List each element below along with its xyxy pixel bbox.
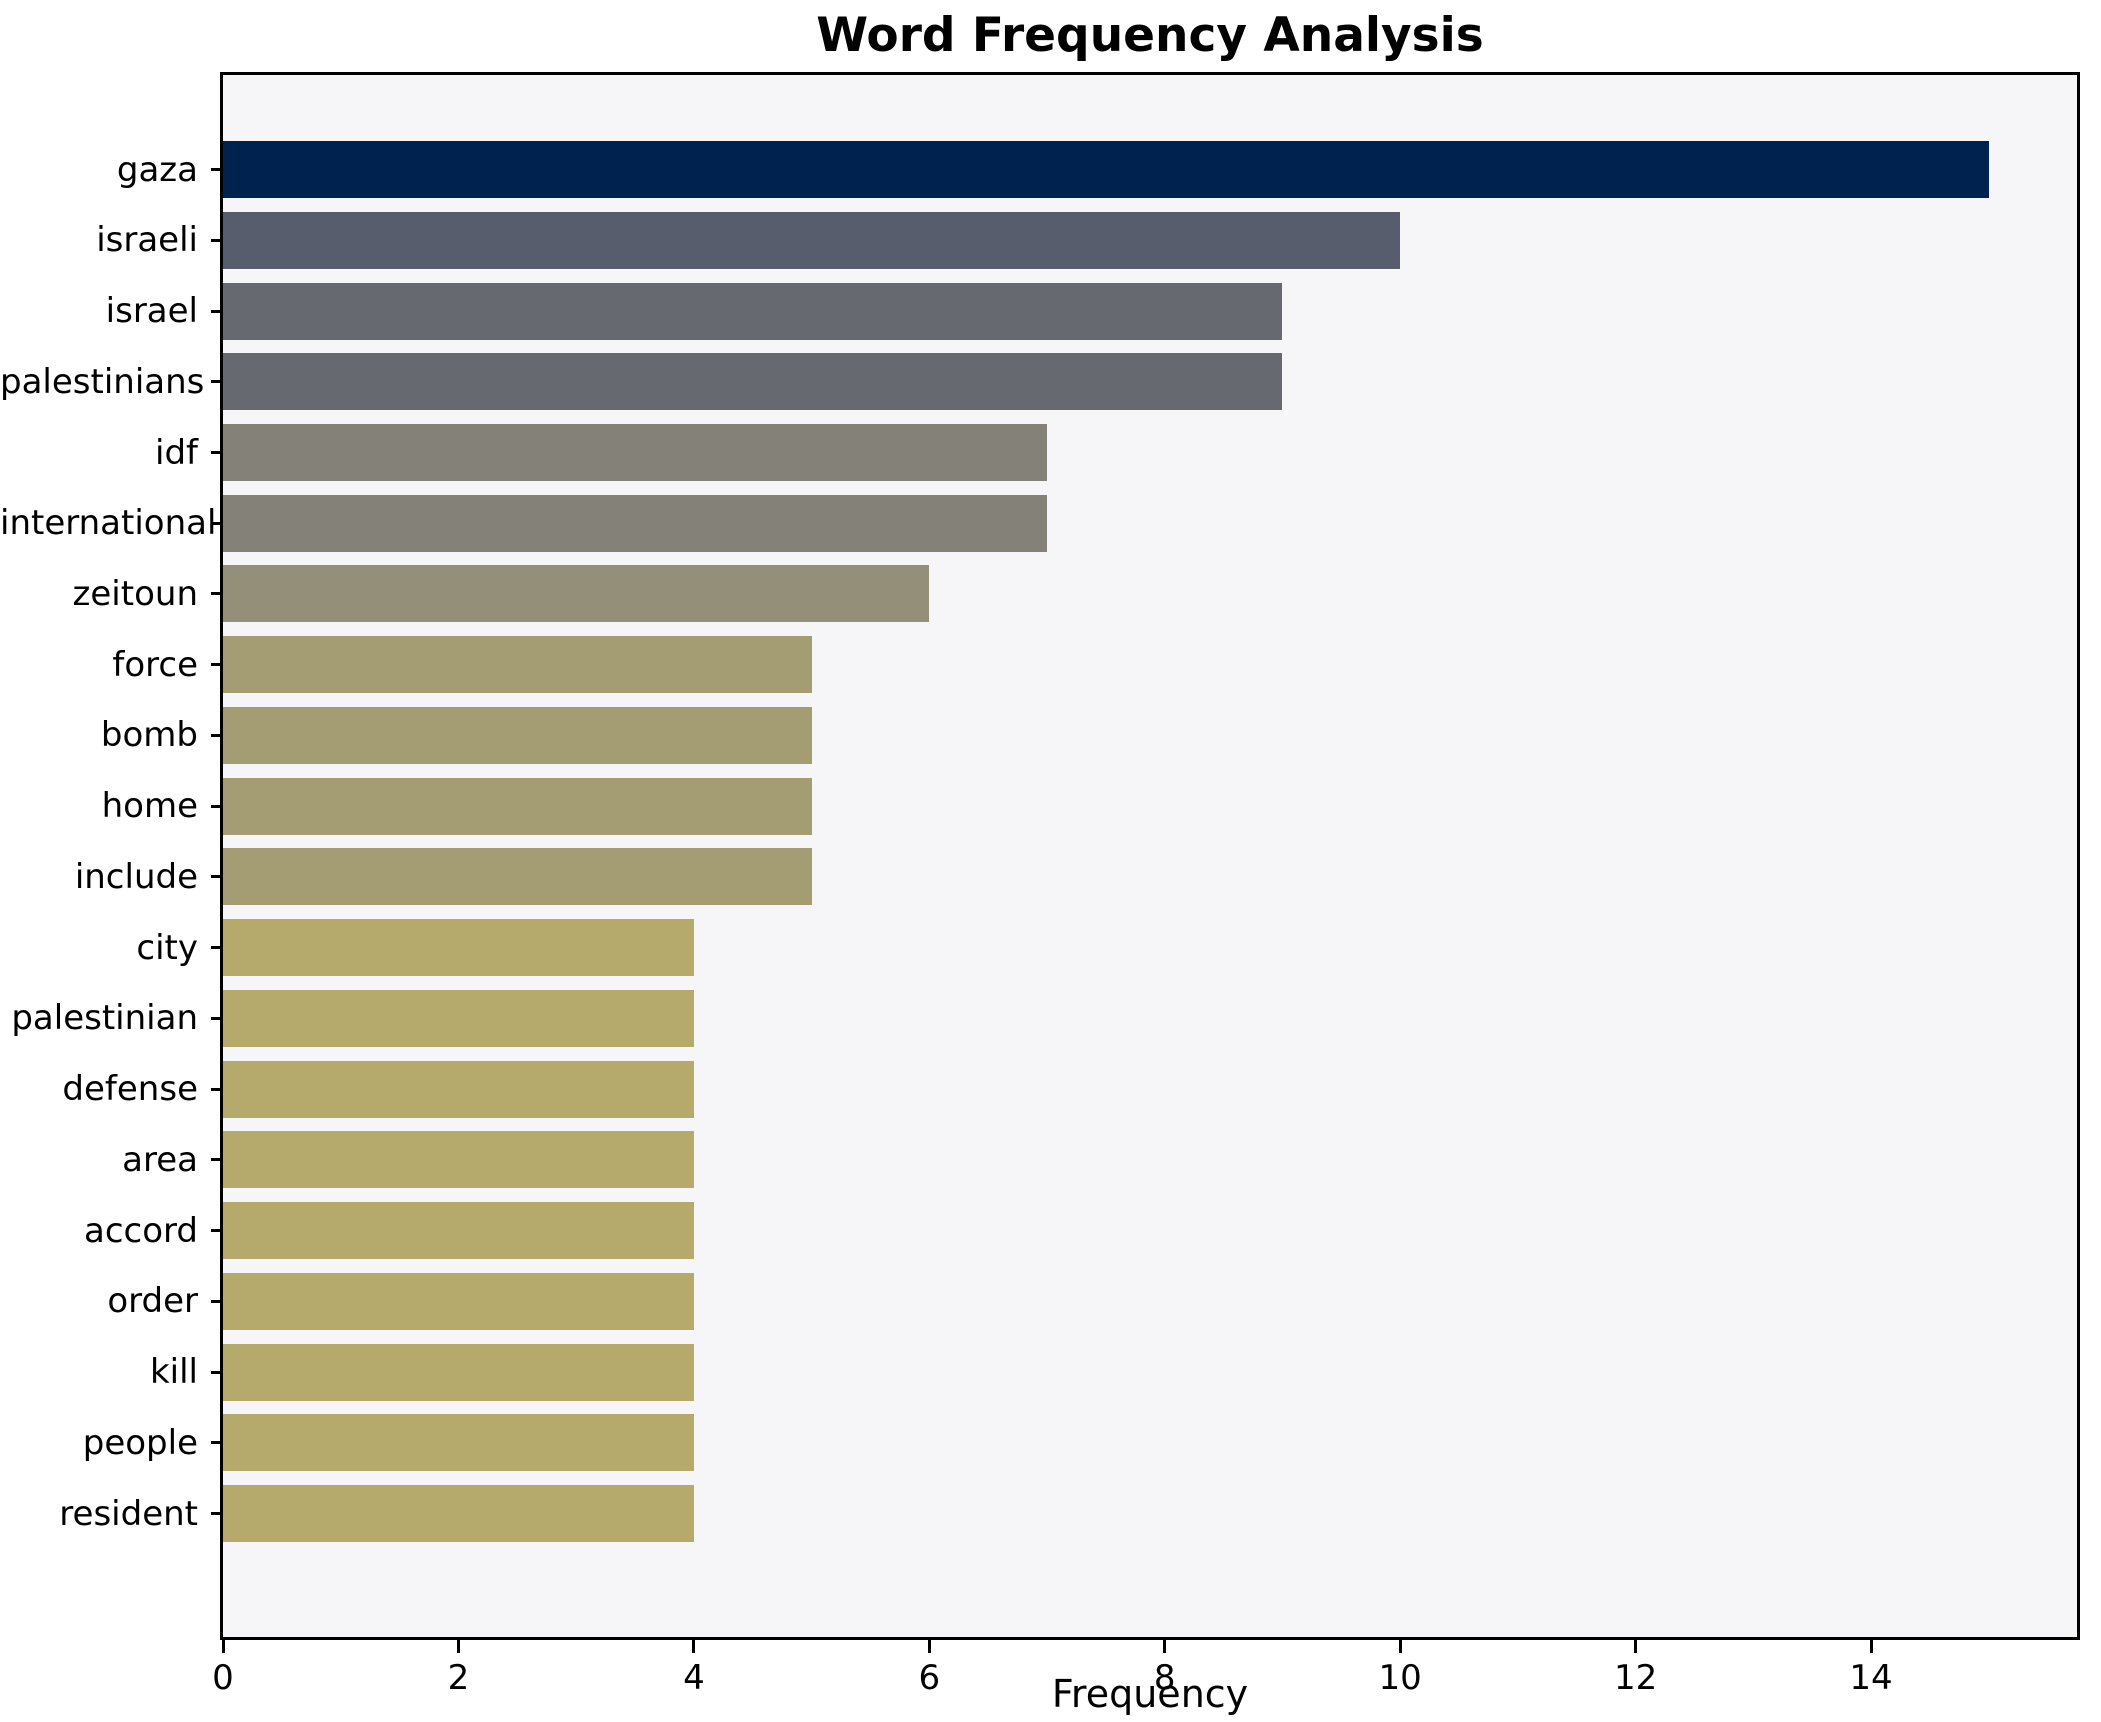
x-tick-label-10: 10 bbox=[1378, 1658, 1422, 1698]
x-tick-label-0: 0 bbox=[212, 1658, 234, 1698]
y-tick-mark-idf bbox=[211, 451, 220, 454]
plot-area bbox=[220, 72, 2080, 1640]
y-tick-label-include: include bbox=[74, 856, 198, 897]
bar-accord bbox=[223, 1202, 694, 1260]
y-tick-mark-palestinians bbox=[211, 380, 220, 384]
y-tick-label-idf: idf bbox=[155, 432, 198, 473]
x-tick-label-12: 12 bbox=[1613, 1658, 1658, 1698]
bar-israeli bbox=[223, 211, 1401, 269]
x-tick-label-14: 14 bbox=[1849, 1658, 1893, 1698]
bar-gaza bbox=[223, 141, 1989, 198]
y-tick-mark-accord bbox=[211, 1229, 220, 1233]
bar-force bbox=[223, 636, 812, 694]
x-tick-label-4: 4 bbox=[683, 1658, 705, 1698]
y-tick-mark-include bbox=[211, 875, 220, 879]
bar-zeitoun bbox=[223, 565, 930, 623]
bar-include bbox=[223, 848, 812, 906]
y-tick-label-international: international bbox=[0, 503, 217, 544]
x-tick-mark-6 bbox=[927, 1640, 931, 1653]
y-tick-label-kill: kill bbox=[149, 1352, 198, 1393]
x-tick-mark-8 bbox=[1163, 1640, 1167, 1653]
y-tick-mark-order bbox=[211, 1299, 220, 1303]
y-tick-label-accord: accord bbox=[84, 1210, 198, 1251]
y-tick-label-people: people bbox=[82, 1422, 198, 1463]
y-tick-mark-resident bbox=[211, 1512, 220, 1516]
x-tick-label-6: 6 bbox=[918, 1658, 941, 1698]
y-tick-mark-zeitoun bbox=[211, 592, 220, 596]
bar-resident bbox=[223, 1485, 694, 1543]
bar-home bbox=[223, 777, 812, 835]
y-tick-label-city: city bbox=[136, 927, 198, 968]
y-tick-mark-kill bbox=[211, 1370, 220, 1374]
bar-city bbox=[223, 919, 694, 977]
bar-bomb bbox=[223, 706, 812, 764]
x-tick-mark-0 bbox=[221, 1640, 225, 1653]
y-tick-mark-home bbox=[211, 804, 220, 808]
y-tick-mark-israeli bbox=[211, 238, 220, 242]
y-tick-label-israeli: israeli bbox=[96, 220, 198, 261]
y-tick-label-area: area bbox=[122, 1139, 198, 1180]
bar-area bbox=[223, 1131, 694, 1189]
bar-palestinians bbox=[223, 353, 1283, 411]
y-tick-mark-force bbox=[211, 663, 220, 667]
y-tick-label-resident: resident bbox=[59, 1493, 198, 1534]
y-tick-mark-people bbox=[211, 1441, 220, 1445]
y-tick-mark-city bbox=[211, 946, 220, 950]
y-tick-label-israel: israel bbox=[105, 291, 198, 331]
chart-title: Word Frequency Analysis bbox=[816, 8, 1484, 63]
y-tick-mark-bomb bbox=[211, 733, 220, 737]
y-tick-label-palestinian: palestinian bbox=[11, 998, 198, 1039]
bar-idf bbox=[223, 424, 1047, 481]
y-tick-mark-israel bbox=[211, 309, 220, 313]
bar-palestinian bbox=[223, 989, 694, 1047]
y-tick-label-order: order bbox=[107, 1281, 198, 1322]
bar-kill bbox=[223, 1343, 694, 1401]
bar-international bbox=[223, 494, 1047, 552]
y-tick-mark-defense bbox=[211, 1087, 220, 1091]
y-tick-label-palestinians: palestinians bbox=[0, 361, 205, 402]
y-tick-label-home: home bbox=[101, 786, 198, 827]
x-tick-mark-2 bbox=[456, 1640, 460, 1653]
x-tick-mark-14 bbox=[1869, 1640, 1873, 1653]
bar-people bbox=[223, 1414, 694, 1472]
bar-defense bbox=[223, 1060, 694, 1118]
x-tick-mark-12 bbox=[1634, 1640, 1638, 1653]
y-tick-mark-international bbox=[211, 521, 220, 525]
x-tick-label-2: 2 bbox=[447, 1658, 470, 1698]
x-tick-label-8: 8 bbox=[1153, 1658, 1176, 1698]
x-tick-mark-10 bbox=[1398, 1640, 1402, 1653]
y-tick-mark-palestinian bbox=[211, 1016, 220, 1020]
x-axis-label: Frequency bbox=[1051, 1672, 1249, 1716]
y-tick-label-gaza: gaza bbox=[116, 149, 198, 190]
y-tick-label-bomb: bomb bbox=[100, 715, 198, 756]
y-tick-label-zeitoun: zeitoun bbox=[72, 573, 198, 614]
y-tick-label-defense: defense bbox=[62, 1069, 198, 1110]
y-tick-mark-area bbox=[211, 1158, 220, 1162]
x-tick-mark-4 bbox=[692, 1640, 696, 1653]
y-tick-mark-gaza bbox=[211, 168, 220, 171]
bar-order bbox=[223, 1272, 694, 1330]
bar-israel bbox=[223, 282, 1283, 340]
y-tick-label-force: force bbox=[112, 644, 198, 685]
